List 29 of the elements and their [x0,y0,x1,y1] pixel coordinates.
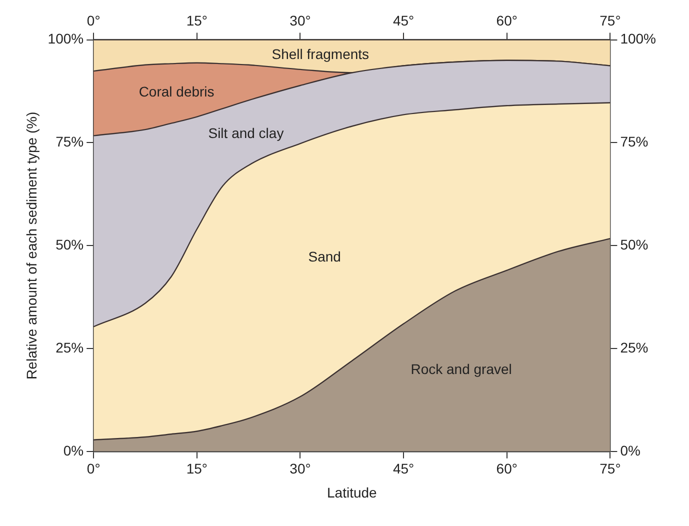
x-tick-label: 45° [392,460,414,477]
y2-tick-label: 50% [620,236,648,252]
x-tick-label: 0° [86,460,100,477]
x-tick-label: 30° [290,460,311,477]
y2-tick-label: 25% [620,339,648,356]
y2-tick-label: 100% [620,30,656,47]
x-tick-label: 75° [600,460,621,477]
x-tick-label: 60° [496,460,518,477]
series-label: Sand [308,248,341,264]
y-tick-label: 50% [56,236,84,252]
y-tick-label: 25% [56,339,84,356]
series-label: Silt and clay [208,125,284,142]
x-tick-label: 15° [186,460,208,477]
y2-tick-label: 75% [620,134,648,150]
x2-tick-label: 0° [86,12,100,28]
series-label: Shell fragments [272,46,370,62]
y-tick-label: 0% [63,442,84,458]
series-label: Coral debris [138,84,214,100]
y-tick-label: 100% [48,30,84,47]
x2-tick-label: 15° [186,12,208,28]
x2-tick-label: 75° [600,12,621,28]
x2-tick-label: 30° [290,12,311,28]
y2-tick-label: 0% [620,442,640,458]
x2-tick-label: 60° [496,12,518,28]
x-axis-title: Latitude [326,484,378,500]
y-tick-label: 75% [56,134,84,150]
y-axis-title: Relative amount of each sediment type (%) [23,112,40,380]
series-label: Rock and gravel [410,360,512,377]
x2-tick-label: 45° [392,12,414,28]
